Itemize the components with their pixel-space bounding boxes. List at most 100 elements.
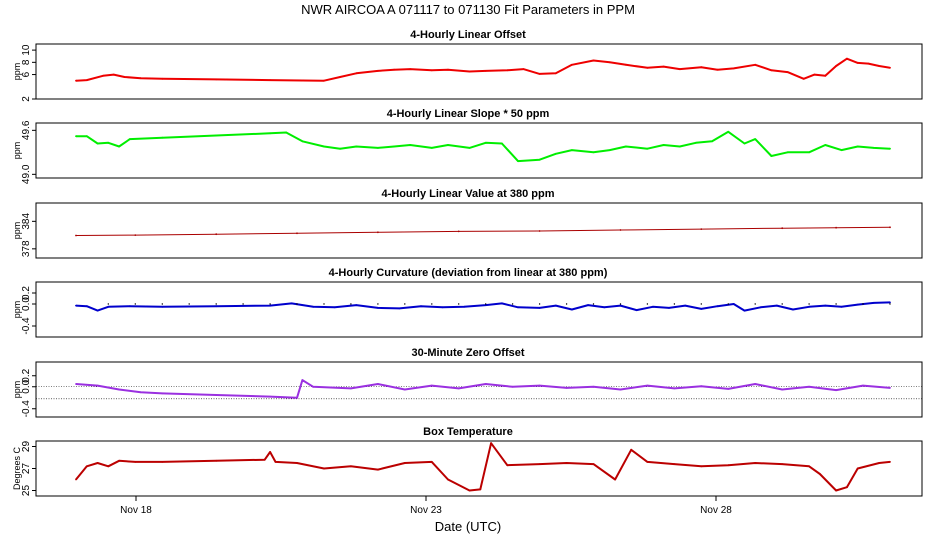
y-tick-label: 29 <box>21 441 32 453</box>
zero-dot <box>323 303 325 305</box>
data-point <box>743 309 746 312</box>
data-point <box>269 79 271 81</box>
data-point <box>754 462 757 464</box>
data-point <box>630 448 633 451</box>
data-point <box>517 160 519 163</box>
data-point <box>716 305 719 308</box>
data-point <box>727 130 730 133</box>
data-point <box>290 302 293 305</box>
data-point <box>678 68 681 70</box>
data-point <box>409 68 412 70</box>
data-point <box>775 304 778 307</box>
zero-dot <box>889 303 891 305</box>
panel-title: 30-Minute Zero Offset <box>411 347 524 359</box>
data-point <box>592 151 595 154</box>
y-axis-label: ppm <box>12 381 22 399</box>
data-point <box>377 307 379 309</box>
plot-frame <box>35 440 923 497</box>
data-point <box>517 306 519 309</box>
data-point <box>506 464 509 467</box>
y-tick-label: 49.6 <box>21 120 32 140</box>
data-point <box>161 77 164 80</box>
data-point <box>96 309 99 312</box>
data-point <box>269 132 271 135</box>
zero-dot <box>485 303 487 305</box>
panel-3: 4-Hourly Linear Value at 380 ppm 378 384pp… <box>12 188 923 259</box>
data-point <box>554 152 557 155</box>
y-tick-label: 10 <box>21 44 32 56</box>
data-point <box>85 135 88 138</box>
data-point <box>161 305 164 308</box>
data-point <box>554 304 557 307</box>
data-point <box>835 65 837 67</box>
y-tick-label: 0.2 <box>21 286 32 300</box>
data-point <box>479 488 482 491</box>
data-point <box>619 229 622 231</box>
data-point <box>447 478 449 481</box>
data-point <box>592 463 595 465</box>
data-point <box>263 458 266 461</box>
data-point <box>75 304 77 307</box>
data-point <box>889 301 891 304</box>
y-tick-label: 0.0 <box>21 379 32 393</box>
zero-dot <box>215 303 217 305</box>
y-axis-label: ppm <box>12 222 22 240</box>
data-point <box>754 138 757 141</box>
data-point <box>646 461 649 463</box>
data-point <box>522 68 525 70</box>
zero-dot <box>188 303 190 305</box>
data-point <box>668 307 670 309</box>
data-point <box>468 147 471 149</box>
data-point <box>501 142 503 145</box>
data-point <box>678 145 681 148</box>
data-point <box>102 74 104 77</box>
data-point <box>592 385 595 388</box>
panel-title: 4-Hourly Linear Slope * 50 ppm <box>387 108 550 120</box>
data-point <box>808 305 810 308</box>
data-point <box>468 489 471 492</box>
data-point <box>323 145 325 148</box>
data-point <box>554 72 557 75</box>
data-point <box>161 392 164 395</box>
y-tick-label: 0.0 <box>21 297 32 311</box>
data-point <box>269 395 271 398</box>
data-point <box>393 68 395 71</box>
data-point <box>430 69 433 72</box>
data-point <box>339 147 341 150</box>
data-point <box>490 442 492 445</box>
data-point <box>808 385 810 388</box>
data-point <box>662 144 665 146</box>
data-point <box>835 389 837 391</box>
data-point <box>684 304 687 307</box>
data-point <box>118 145 120 148</box>
data-point <box>754 383 757 385</box>
data-point <box>215 134 218 137</box>
data-point <box>355 304 358 306</box>
data-point <box>441 306 444 309</box>
x-tick-label: Nov 23 <box>410 505 442 516</box>
data-point <box>118 459 120 462</box>
data-point <box>409 144 412 146</box>
y-axis-label: ppm <box>12 142 22 160</box>
data-point <box>727 464 730 467</box>
plot-frame <box>35 361 923 418</box>
data-point <box>447 144 449 146</box>
data-point <box>824 74 827 77</box>
data-point <box>614 478 616 481</box>
y-tick-label: 378 <box>21 240 32 257</box>
panel-4: 4-Hourly Curvature (deviation from linea… <box>12 267 923 338</box>
data-point <box>312 385 315 388</box>
zero-dot <box>646 303 649 305</box>
data-point <box>301 379 304 381</box>
data-point <box>646 147 649 150</box>
data-point <box>430 147 433 149</box>
data-point <box>85 79 88 81</box>
data-point <box>872 302 875 304</box>
data-point <box>700 66 703 69</box>
data-point <box>161 136 164 139</box>
zero-dot <box>754 303 756 305</box>
data-point <box>112 73 115 76</box>
y-tick-label: -0.4 <box>21 317 32 335</box>
zero-dot <box>781 303 783 305</box>
